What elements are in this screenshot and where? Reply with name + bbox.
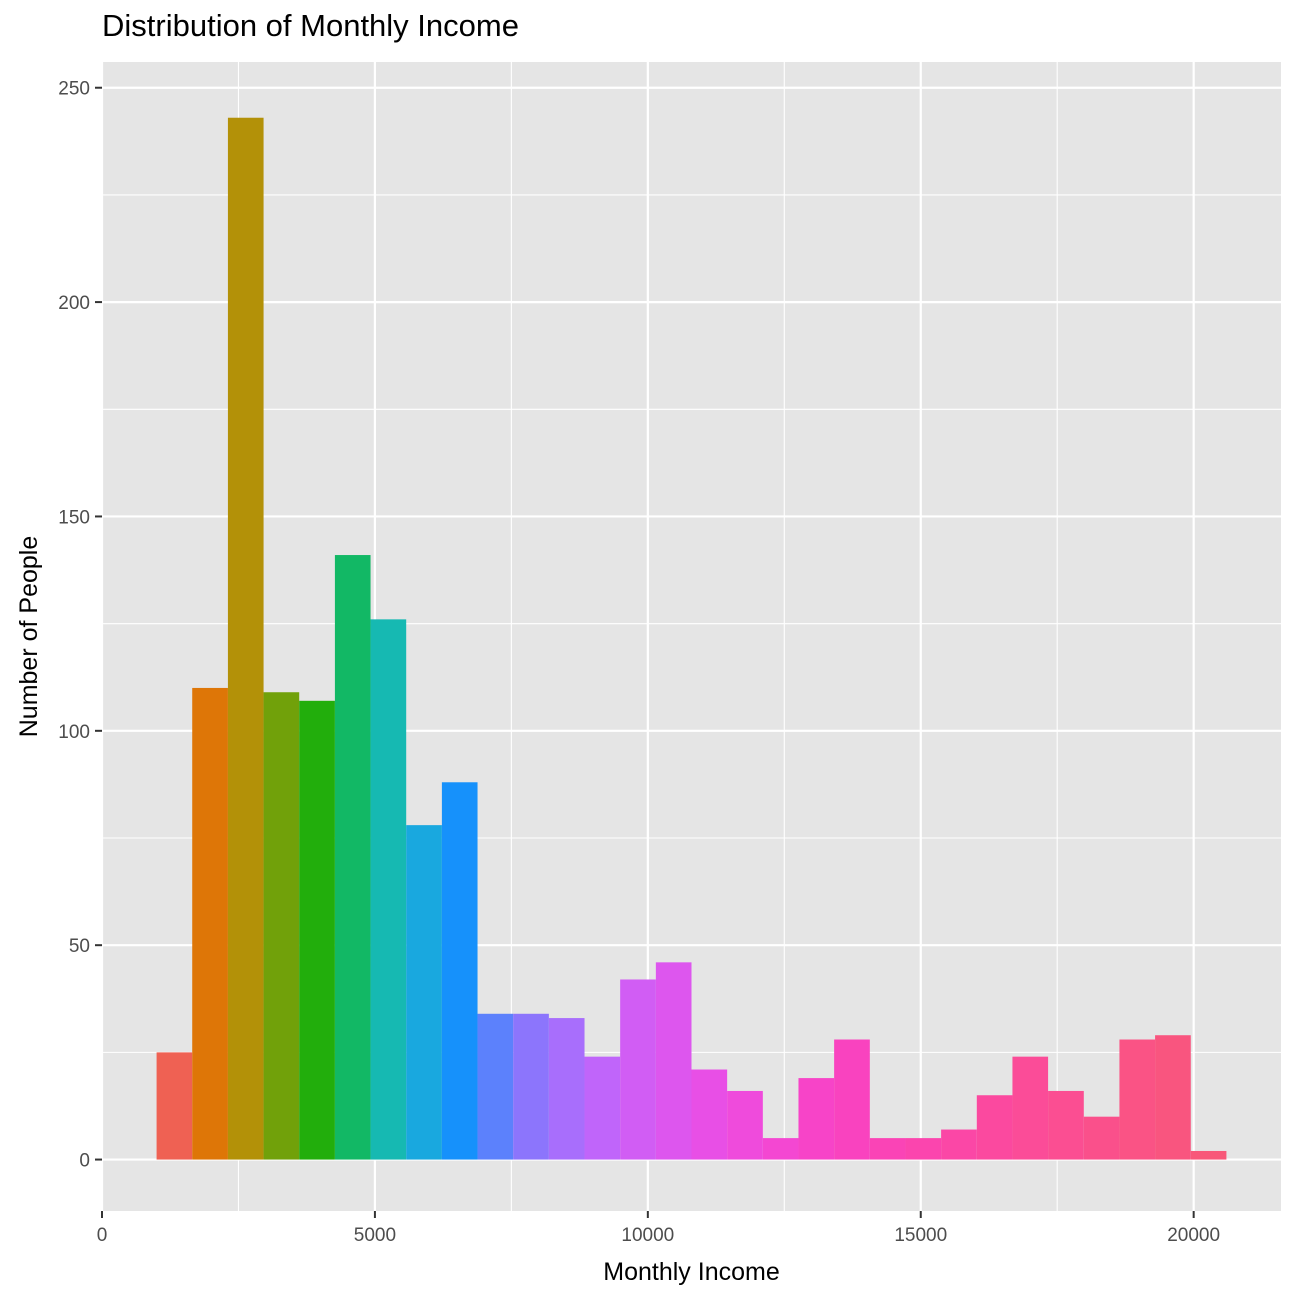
x-tick-label: 5000 <box>354 1225 396 1246</box>
histogram-bar <box>798 1078 835 1160</box>
histogram-bar <box>834 1039 870 1160</box>
histogram-bar <box>727 1090 763 1160</box>
histogram-bar <box>655 962 692 1160</box>
x-tick-label: 15000 <box>894 1225 947 1246</box>
y-tick-label: 150 <box>58 507 90 528</box>
y-tick-label: 250 <box>58 79 90 100</box>
histogram-bar <box>869 1138 906 1160</box>
x-tick-label: 20000 <box>1167 1225 1220 1246</box>
histogram-bar <box>1083 1116 1120 1160</box>
histogram-bar <box>370 619 407 1160</box>
histogram-bar <box>762 1138 799 1160</box>
y-axis-title: Number of People <box>15 536 43 738</box>
histogram-bar <box>1190 1150 1227 1160</box>
histogram-bar <box>941 1129 977 1160</box>
histogram-bar <box>691 1069 728 1160</box>
histogram-bar <box>477 1013 514 1160</box>
histogram-bar <box>441 782 478 1160</box>
y-axis: 0 50 100 150 200 250 <box>58 79 102 1172</box>
x-axis: 0 5000 10000 15000 20000 <box>97 1211 1220 1246</box>
histogram-bar <box>334 555 371 1160</box>
y-tick-label: 50 <box>69 936 90 957</box>
histogram-bar <box>1012 1056 1049 1160</box>
chart-title: Distribution of Monthly Income <box>102 8 519 43</box>
histogram-bar <box>620 979 656 1160</box>
histogram-bar <box>299 700 335 1160</box>
y-tick-label: 0 <box>79 1151 90 1172</box>
histogram-bar <box>227 117 264 1160</box>
histogram-bar <box>548 1018 585 1160</box>
histogram-bar <box>1048 1090 1084 1160</box>
x-axis-title: Monthly Income <box>603 1258 779 1286</box>
x-tick-label: 10000 <box>621 1225 674 1246</box>
histogram-bar <box>1155 1035 1191 1160</box>
y-tick-label: 100 <box>58 722 90 743</box>
y-tick-label: 200 <box>58 293 90 314</box>
histogram-bar <box>513 1013 549 1160</box>
histogram-bar <box>406 825 442 1160</box>
x-tick-label: 0 <box>97 1225 108 1246</box>
histogram-bar <box>584 1056 621 1160</box>
histogram-bar <box>1119 1039 1156 1160</box>
histogram-bar <box>976 1095 1013 1160</box>
bars <box>156 117 1227 1160</box>
histogram-bar <box>156 1052 193 1160</box>
histogram-bar <box>192 687 228 1160</box>
histogram-bar <box>263 692 300 1160</box>
histogram-bar <box>905 1138 942 1160</box>
